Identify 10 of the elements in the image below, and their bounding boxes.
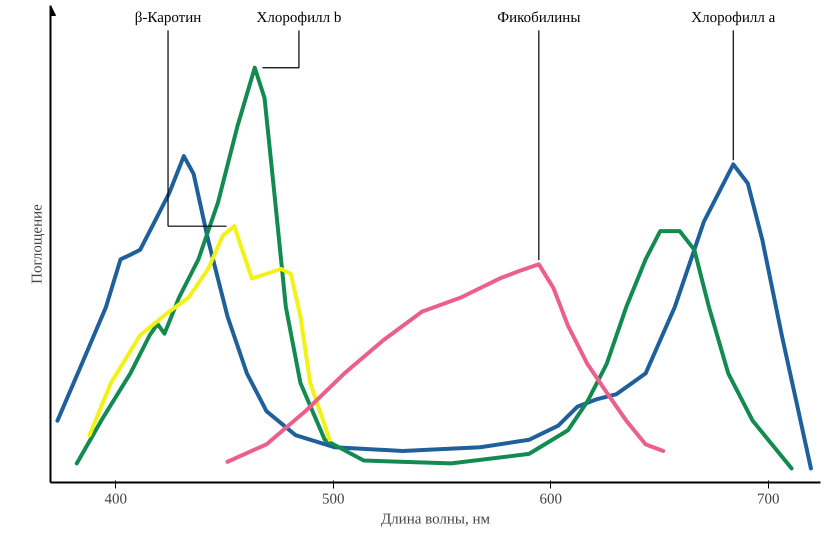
text: Хлорофилл b bbox=[256, 10, 342, 26]
x-axis-title: Длина волны, нм bbox=[380, 512, 491, 528]
x-tick-label: 500 bbox=[322, 492, 345, 508]
y-axis-title: Поглощение bbox=[30, 204, 46, 284]
text: β-Каротин bbox=[134, 10, 202, 26]
x-tick-label: 700 bbox=[757, 492, 780, 508]
x-tick-label: 600 bbox=[540, 492, 562, 508]
text: Фикобилины bbox=[497, 10, 580, 26]
text: Хлорофилл a bbox=[691, 10, 776, 26]
x-tick-label: 400 bbox=[104, 492, 128, 508]
